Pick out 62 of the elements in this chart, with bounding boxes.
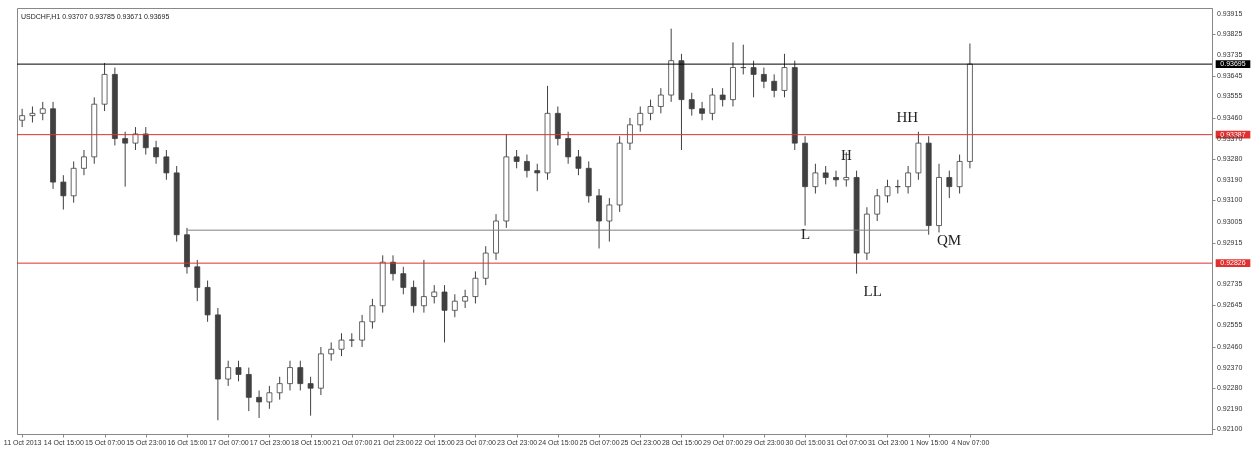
- candlestick: [771, 73, 778, 98]
- annotation: LL: [863, 283, 882, 300]
- candlestick: [513, 149, 520, 169]
- candlestick: [431, 284, 438, 304]
- candlestick: [153, 140, 159, 165]
- candlestick: [719, 87, 726, 107]
- candlestick: [421, 259, 427, 314]
- candlestick: [451, 293, 458, 318]
- candlestick: [245, 367, 252, 412]
- candlestick: [750, 60, 757, 98]
- candlestick: [812, 163, 819, 195]
- candlestick: [534, 163, 541, 192]
- candlestick: [565, 131, 572, 165]
- candlestick: [39, 101, 46, 121]
- candlestick: [410, 280, 417, 314]
- candlestick: [472, 270, 479, 304]
- annotation: H: [840, 146, 852, 163]
- candlestick: [276, 376, 283, 401]
- candlestick: [637, 105, 644, 133]
- candlestick: [122, 131, 129, 188]
- candlestick: [132, 126, 139, 151]
- candlestick: [462, 289, 469, 309]
- candlestick: [709, 87, 716, 121]
- candlestick: [235, 360, 242, 382]
- candlestick: [884, 179, 891, 204]
- candlestick: [606, 197, 613, 243]
- candlestick: [575, 149, 582, 176]
- candlestick: [194, 259, 201, 302]
- candlestick: [822, 165, 829, 185]
- candlestick: [946, 170, 953, 199]
- candlestick: [760, 67, 767, 89]
- candlestick: [19, 108, 26, 128]
- candlestick: [142, 126, 149, 156]
- annotation: HH: [896, 108, 919, 125]
- candlestick: [307, 376, 314, 417]
- candlestick: [287, 360, 293, 391]
- annotation: QM: [937, 232, 962, 249]
- candlestick: [833, 170, 839, 188]
- candlestick: [874, 188, 881, 222]
- annotation: L: [801, 225, 811, 242]
- candlestick: [266, 385, 273, 410]
- candlestick: [843, 151, 850, 188]
- candlestick: [524, 154, 530, 178]
- candlestick: [657, 87, 664, 114]
- candlestick: [328, 341, 335, 362]
- candlestick: [647, 99, 654, 121]
- candlestick: [441, 284, 448, 343]
- candlestick: [699, 101, 705, 121]
- candlestick: [359, 314, 366, 348]
- candlestick: [81, 149, 87, 176]
- candlestick: [60, 174, 67, 211]
- candlestick: [338, 332, 345, 357]
- candlestick: [297, 360, 304, 391]
- candlestick: [256, 389, 262, 419]
- candlestick: [688, 92, 695, 117]
- candlestick: [627, 117, 633, 151]
- candlestick: [163, 149, 170, 181]
- candlestick: [781, 53, 788, 98]
- candlestick: [225, 360, 232, 387]
- candlestick: [369, 298, 376, 330]
- candlestick: [400, 266, 407, 295]
- candlestick: [905, 165, 911, 195]
